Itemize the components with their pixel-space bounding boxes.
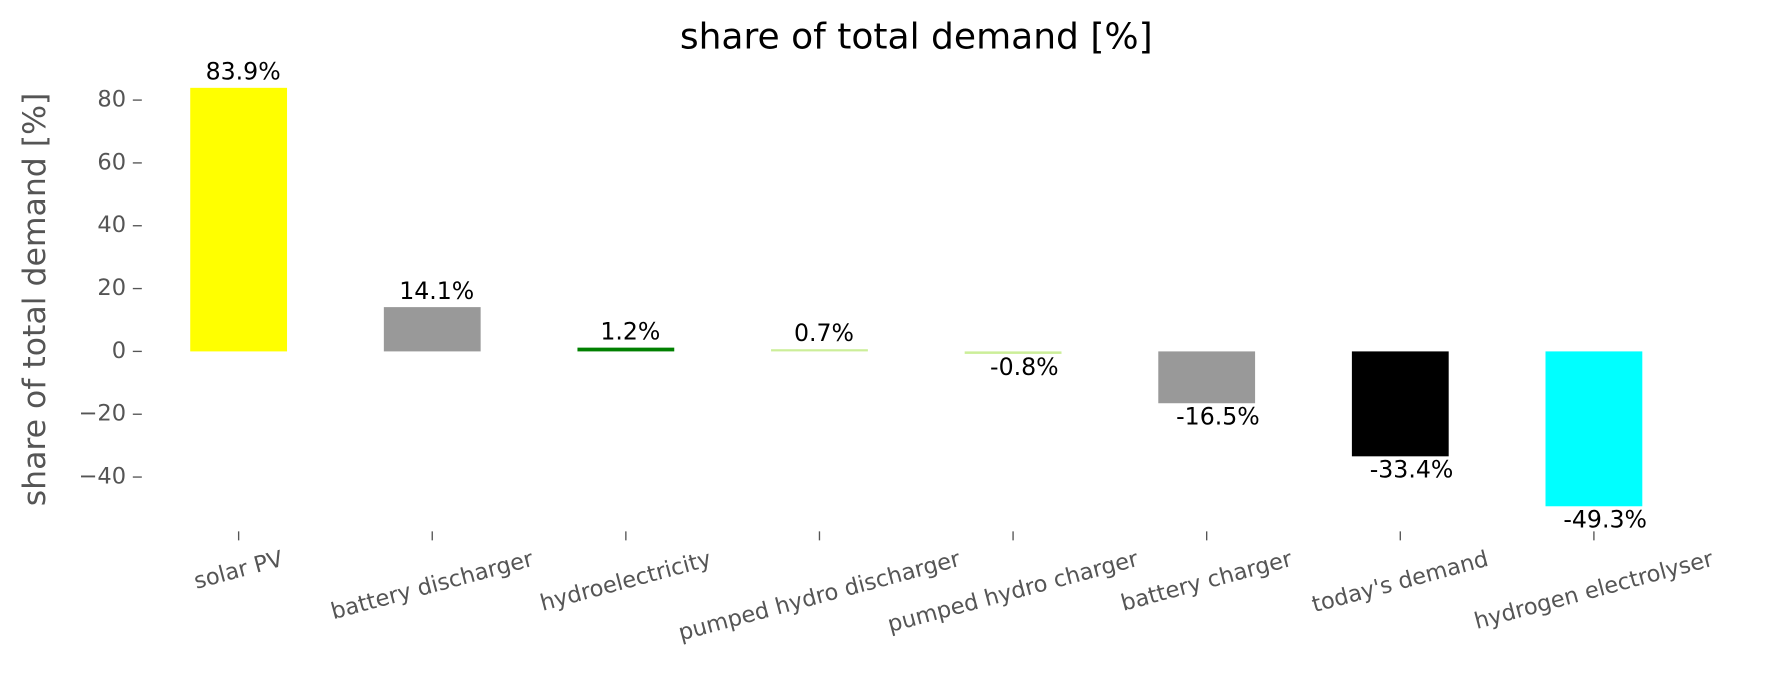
bar <box>383 307 481 352</box>
y-tick-label: 40 <box>97 212 126 238</box>
bar <box>577 347 675 352</box>
x-tick-label: today's demand <box>1309 546 1491 618</box>
value-label: 83.9% <box>206 58 281 86</box>
bar <box>1158 351 1256 404</box>
x-tick-label: pumped hydro discharger <box>676 546 964 646</box>
value-label: -49.3% <box>1563 505 1647 533</box>
x-tick-label: solar PV <box>191 546 286 595</box>
y-tick-label: −20 <box>79 401 126 427</box>
bar <box>1351 351 1449 457</box>
x-tick-label: battery discharger <box>328 546 537 625</box>
value-label: 0.7% <box>794 319 854 347</box>
y-tick-label: 20 <box>97 275 126 301</box>
y-tick-label: 60 <box>97 149 126 175</box>
bar <box>190 87 288 352</box>
bar <box>771 349 868 352</box>
chart-title: share of total demand [%] <box>680 16 1153 57</box>
x-tick-label: hydroelectricity <box>537 546 714 617</box>
bar <box>1545 351 1643 507</box>
value-label: 1.2% <box>600 317 660 345</box>
y-tick-label: 0 <box>112 338 126 364</box>
value-label: -33.4% <box>1370 455 1454 483</box>
value-label: -0.8% <box>990 353 1059 381</box>
x-tick-label: battery charger <box>1118 546 1295 617</box>
y-axis-label: share of total demand [%] <box>17 93 53 507</box>
y-tick-label: 80 <box>97 87 126 113</box>
y-tick-label: −40 <box>79 464 126 490</box>
value-label: 14.1% <box>399 277 474 305</box>
x-tick-label: hydrogen electrolyser <box>1472 546 1717 635</box>
value-label: -16.5% <box>1176 402 1260 430</box>
bar <box>964 351 1062 354</box>
